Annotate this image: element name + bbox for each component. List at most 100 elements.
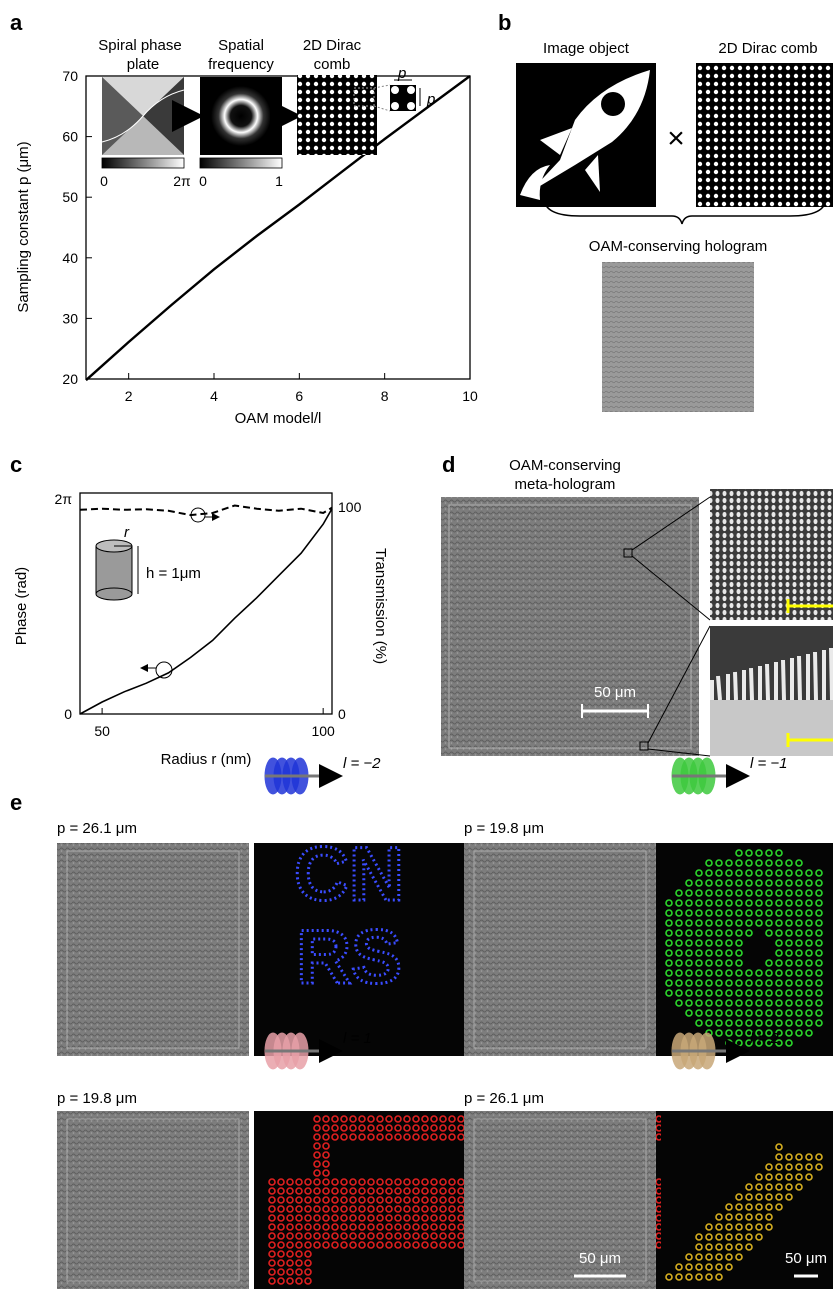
panel-a-xtick-label: 4 [210,388,218,404]
reconstruction-dot [775,1173,783,1181]
brace-icon [543,197,827,225]
reconstruction-dot [439,1187,447,1195]
reconstruction-dot [322,1196,330,1204]
reconstruction-dot [815,949,823,957]
reconstruction-dot [805,1009,813,1017]
reconstruction-dot [675,969,683,977]
reconstruction-dot [775,949,783,957]
reconstruction-dot [725,909,733,917]
reconstruction-dot [695,969,703,977]
reconstruction-dot [675,959,683,967]
reconstruction-dot [412,1133,420,1141]
reconstruction-dot [665,939,673,947]
reconstruction-dot [376,1124,384,1132]
oam-mode-label: l = 2 [750,1030,779,1047]
reconstruction-dot [695,1273,703,1281]
reconstruction-dot [403,1187,411,1195]
reconstruction-dot [286,1250,294,1258]
reconstruction-dot [439,1241,447,1249]
reconstruction-dot [765,859,773,867]
reconstruction-dot [367,1187,375,1195]
reconstruction-dot [277,1223,285,1231]
reconstruction-dot [439,1223,447,1231]
reconstruction-dot [815,989,823,997]
reconstruction-dot [304,1277,312,1285]
reconstruction-dot [665,979,673,987]
reconstruction-dot [805,959,813,967]
reconstruction-dot [755,869,763,877]
panel-d-scale-label: 50 μm [594,684,636,701]
reconstruction-dot [815,1153,823,1161]
reconstruction-dot [376,1205,384,1213]
reconstruction-dot [725,1029,733,1037]
oam-mode-label: l = −2 [343,755,381,772]
reconstruction-dot [815,979,823,987]
reconstruction-dot [675,939,683,947]
reconstruction-dot [815,919,823,927]
reconstruction-dot [775,919,783,927]
reconstruction-dot [695,1233,703,1241]
panel-a-xtick-label: 10 [462,388,478,404]
reconstruction-dot [367,1214,375,1222]
reconstruction-dot [385,1178,393,1186]
hologram-sem-image [464,843,656,1056]
reconstruction-dot [735,879,743,887]
reconstruction-dot [331,1124,339,1132]
reconstruction-dot [795,929,803,937]
reconstruction-dot [322,1214,330,1222]
panel-a-xlabel: OAM model/l [235,410,322,427]
reconstruction-dot [765,1029,773,1037]
reconstruction-dot [277,1178,285,1186]
reconstruction-dot [349,1115,357,1123]
reconstruction-dot [785,859,793,867]
reconstruction-dot [313,1142,321,1150]
reconstruction-dot [367,1232,375,1240]
reconstruction-dot [313,1241,321,1249]
reconstruction-dot [675,949,683,957]
reconstruction-dot [755,1039,763,1047]
reconstruction-dot [775,1163,783,1171]
colorbar-frequency-min: 0 [199,173,207,189]
reconstruction-dot [795,979,803,987]
reconstruction-dot [349,1196,357,1204]
reconstruction-dot [430,1232,438,1240]
reconstruction-dot [725,979,733,987]
reconstruction-dot [286,1178,294,1186]
panel-a-ytick-label: 60 [62,129,78,145]
reconstruction-dot [695,869,703,877]
reconstruction-dot [430,1196,438,1204]
panel-a-ytick-label: 70 [62,68,78,84]
reconstruction-dot [745,899,753,907]
reconstruction-dot [805,869,813,877]
reconstruction-dot [304,1259,312,1267]
reconstruction-dot [412,1115,420,1123]
panel-a-xtick-label: 6 [295,388,303,404]
panel-a-ylabel: Sampling constant p (μm) [15,141,32,312]
reconstruction-dot [725,899,733,907]
reconstruction-dot [785,989,793,997]
reconstruction-dot [448,1241,456,1249]
reconstruction-dot [745,879,753,887]
reconstruction-dot [815,969,823,977]
reconstruction-dot [304,1268,312,1276]
reconstruction-dot [805,919,813,927]
reconstruction-dot [675,1263,683,1271]
reconstruction-dot [745,919,753,927]
reconstruction-dot [775,1143,783,1151]
reconstruction-dot [685,1273,693,1281]
reconstruction-dot [725,879,733,887]
reconstruction-dot [775,989,783,997]
reconstruction-dot [785,1039,793,1047]
reconstruction-dot [695,989,703,997]
reconstruction-dot [340,1133,348,1141]
reconstruction-dot [775,1153,783,1161]
reconstruction-dot [785,1183,793,1191]
reconstruction-dot [705,919,713,927]
reconstruction-dot [745,909,753,917]
reconstruction-dot [725,949,733,957]
reconstruction-dot [448,1205,456,1213]
reconstruction-dot [349,1187,357,1195]
panel-c-xtick-label: 50 [94,723,110,739]
reconstruction-dot [795,1029,803,1037]
panel-e-cns-letters-bottom: RS [296,915,402,1000]
